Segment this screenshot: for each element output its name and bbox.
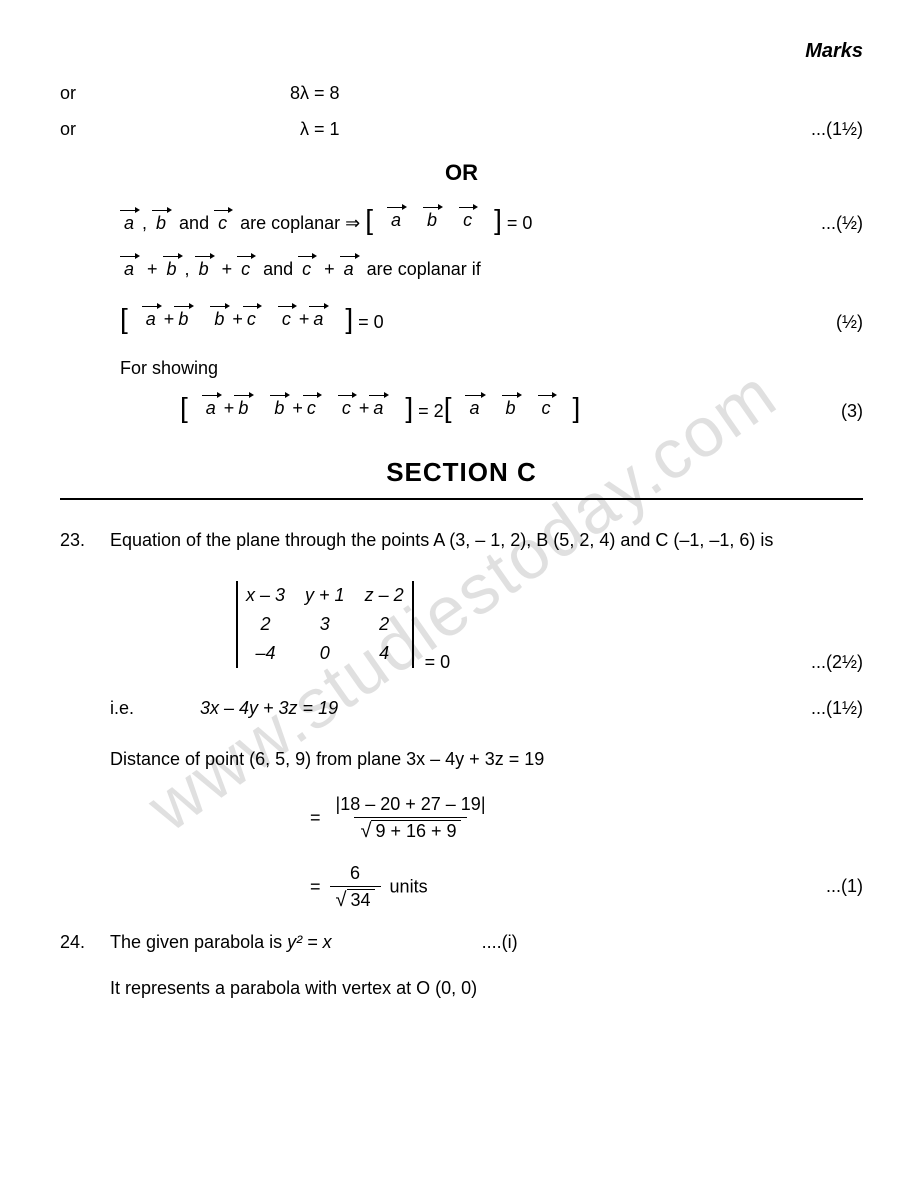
units-label: units — [390, 876, 428, 896]
mark-value: ...(2½) — [783, 652, 863, 673]
determinant: x – 3y + 1z – 2 232 –404 — [230, 581, 420, 668]
equation-rhs: = 0 — [425, 652, 451, 672]
or-divider: OR — [60, 160, 863, 186]
mark-value: ...(1½) — [783, 119, 863, 140]
ie-label: i.e. — [110, 698, 200, 719]
question-text: Equation of the plane through the points… — [110, 525, 863, 556]
solution-line: [a + bb + cc + a] = 0 (½) — [60, 305, 863, 333]
solution-line: or 8λ = 8 — [60, 83, 863, 104]
solution-line: [a + bb + cc + a] = 2[abc] (3) — [60, 394, 863, 422]
marks-heading: Marks — [60, 40, 863, 63]
solution-line: For showing — [60, 358, 863, 379]
mark-value: (½) — [783, 312, 863, 333]
question-number: 23. — [60, 530, 110, 551]
solution-line: = |18 – 20 + 27 – 19| √9 + 16 + 9 — [60, 794, 863, 843]
solution-line: Distance of point (6, 5, 9) from plane 3… — [60, 744, 863, 775]
mark-value: (3) — [783, 401, 863, 422]
question-text: The given parabola is y² = x ....(i) — [110, 927, 863, 958]
body-text: Distance of point (6, 5, 9) from plane 3… — [110, 744, 863, 775]
body-text: It represents a parabola with vertex at … — [110, 973, 863, 1004]
solution-line: a, b and c are coplanar ⇒ [abc] = 0 ...(… — [60, 206, 863, 234]
equation-tag: ....(i) — [482, 932, 518, 952]
equation-text: λ = 1 — [120, 119, 783, 140]
mark-value: ...(1½) — [783, 698, 863, 719]
solution-line: = 6 √34 units ...(1) — [60, 863, 863, 912]
solution-line: or λ = 1 ...(1½) — [60, 119, 863, 140]
solution-line: i.e. 3x – 4y + 3z = 19 ...(1½) — [60, 698, 863, 719]
section-rule — [60, 498, 863, 500]
equation-text: a + b, b + c and c + a are coplanar if — [120, 259, 783, 280]
body-text: For showing — [120, 358, 863, 379]
vector-b: b — [152, 213, 174, 234]
question-row: 23. Equation of the plane through the po… — [60, 525, 863, 556]
equation-text: a, b and c are coplanar ⇒ [abc] = 0 — [120, 206, 783, 234]
equation-text: 8λ = 8 — [120, 83, 783, 104]
vector-c: c — [214, 213, 235, 234]
question-row: 24. The given parabola is y² = x ....(i) — [60, 927, 863, 958]
solution-line: It represents a parabola with vertex at … — [60, 973, 863, 1004]
solution-line: a + b, b + c and c + a are coplanar if — [60, 259, 863, 280]
mark-value: ...(1) — [783, 876, 863, 897]
equation-text: = 6 √34 units — [120, 863, 783, 912]
vector-a: a — [120, 213, 142, 234]
equation-text: [a + bb + cc + a] = 0 — [120, 305, 783, 333]
question-number: 24. — [60, 932, 110, 953]
determinant-row: x – 3y + 1z – 2 232 –404 = 0 ...(2½) — [60, 581, 863, 673]
mark-value: ...(½) — [783, 213, 863, 234]
equation-text: [a + bb + cc + a] = 2[abc] — [120, 394, 783, 422]
equation-text: 3x – 4y + 3z = 19 — [200, 698, 783, 719]
or-label: or — [60, 119, 120, 140]
section-title: SECTION C — [60, 457, 863, 488]
equation-text: = |18 – 20 + 27 – 19| √9 + 16 + 9 — [120, 794, 783, 843]
or-label: or — [60, 83, 120, 104]
